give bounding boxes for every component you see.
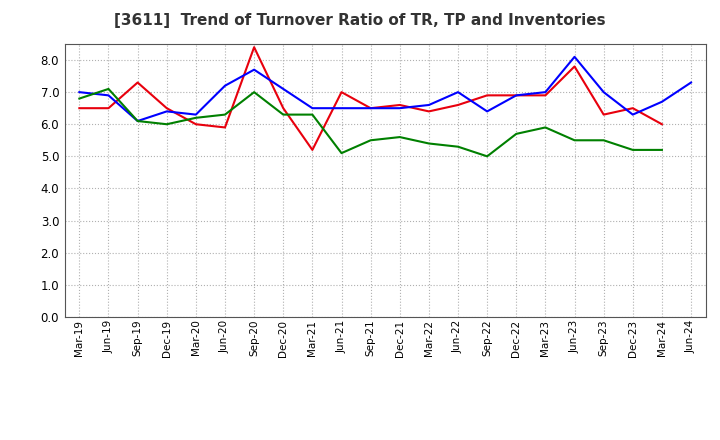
Trade Payables [75,89,84,95]
Trade Payables [163,109,171,114]
Trade Payables [366,106,375,111]
Trade Receivables [657,121,666,127]
Line: Trade Receivables: Trade Receivables [79,47,662,150]
Trade Receivables [279,106,287,111]
Trade Payables [308,106,317,111]
Trade Receivables [599,112,608,117]
Trade Payables [279,86,287,92]
Inventories [133,118,142,124]
Inventories [104,86,113,92]
Inventories [454,144,462,149]
Trade Receivables [454,103,462,108]
Trade Payables [220,83,229,88]
Inventories [366,138,375,143]
Inventories [425,141,433,146]
Trade Receivables [192,121,200,127]
Trade Payables [104,93,113,98]
Trade Payables [687,80,696,85]
Trade Payables [483,109,492,114]
Trade Receivables [629,106,637,111]
Trade Receivables [541,93,550,98]
Inventories [629,147,637,153]
Inventories [599,138,608,143]
Trade Payables [599,89,608,95]
Trade Payables [250,67,258,72]
Trade Payables [570,54,579,59]
Trade Receivables [425,109,433,114]
Line: Trade Payables: Trade Payables [79,57,691,121]
Legend: Trade Receivables, Trade Payables, Inventories: Trade Receivables, Trade Payables, Inven… [161,438,609,440]
Trade Receivables [75,106,84,111]
Trade Receivables [366,106,375,111]
Trade Receivables [570,64,579,69]
Inventories [483,154,492,159]
Inventories [541,125,550,130]
Inventories [308,112,317,117]
Inventories [279,112,287,117]
Inventories [512,131,521,136]
Trade Payables [425,103,433,108]
Trade Payables [629,112,637,117]
Trade Receivables [483,93,492,98]
Inventories [192,115,200,121]
Trade Payables [337,106,346,111]
Trade Payables [133,118,142,124]
Inventories [250,89,258,95]
Trade Receivables [337,89,346,95]
Inventories [75,96,84,101]
Inventories [220,112,229,117]
Inventories [395,135,404,140]
Trade Receivables [133,80,142,85]
Trade Payables [192,112,200,117]
Trade Payables [657,99,666,104]
Inventories [570,138,579,143]
Trade Receivables [250,44,258,50]
Line: Inventories: Inventories [79,89,662,156]
Trade Receivables [220,125,229,130]
Inventories [657,147,666,153]
Trade Receivables [512,93,521,98]
Trade Payables [454,89,462,95]
Trade Payables [395,106,404,111]
Trade Receivables [308,147,317,153]
Trade Payables [541,89,550,95]
Trade Receivables [104,106,113,111]
Trade Receivables [395,103,404,108]
Inventories [337,150,346,156]
Trade Payables [512,93,521,98]
Text: [3611]  Trend of Turnover Ratio of TR, TP and Inventories: [3611] Trend of Turnover Ratio of TR, TP… [114,13,606,28]
Inventories [163,121,171,127]
Trade Receivables [163,106,171,111]
